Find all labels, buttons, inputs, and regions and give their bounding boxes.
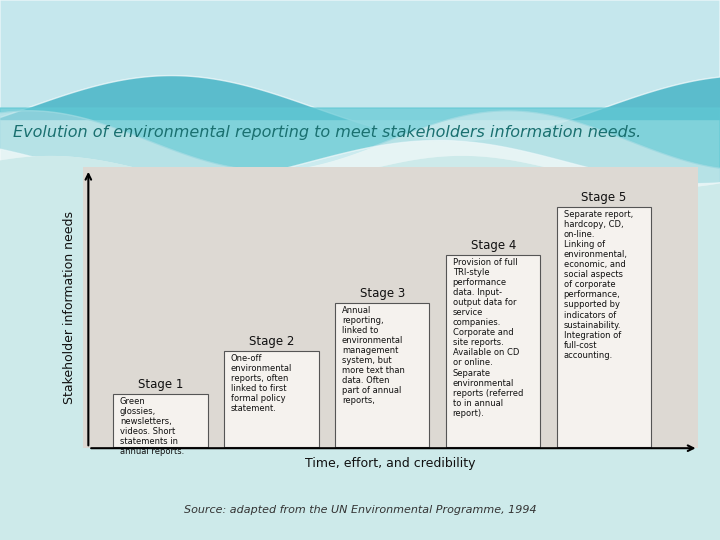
Text: Stage 5: Stage 5 (582, 191, 626, 204)
Text: Annual
reporting,
linked to
environmental
management
system, but
more text than
: Annual reporting, linked to environmenta… (342, 306, 405, 406)
Bar (335, 303, 429, 447)
Bar (113, 394, 207, 447)
Text: One-off
environmental
reports, often
linked to first
formal policy
statement.: One-off environmental reports, often lin… (231, 354, 292, 413)
Text: Stage 4: Stage 4 (470, 239, 516, 252)
Text: Evolution of environmental reporting to meet stakeholders information needs.: Evolution of environmental reporting to … (13, 125, 642, 140)
Text: Separate report,
hardcopy, CD,
on-line.
Linking of
environmental,
economic, and
: Separate report, hardcopy, CD, on-line. … (564, 210, 633, 360)
Bar (557, 207, 652, 447)
Text: Stage 2: Stage 2 (248, 335, 294, 348)
Text: Source: adapted from the UN Environmental Programme, 1994: Source: adapted from the UN Environmenta… (184, 505, 536, 515)
Bar (224, 351, 318, 447)
Bar (446, 255, 540, 447)
Y-axis label: Stakeholder information needs: Stakeholder information needs (63, 211, 76, 404)
Text: Green
glossies,
newsletters,
videos. Short
statements in
annual reports.: Green glossies, newsletters, videos. Sho… (120, 396, 184, 456)
Text: Stage 3: Stage 3 (360, 287, 405, 300)
Text: Stage 1: Stage 1 (138, 377, 183, 390)
X-axis label: Time, effort, and credibility: Time, effort, and credibility (305, 456, 476, 470)
Text: Provision of full
TRI-style
performance
data. Input-
output data for
service
com: Provision of full TRI-style performance … (453, 258, 523, 418)
